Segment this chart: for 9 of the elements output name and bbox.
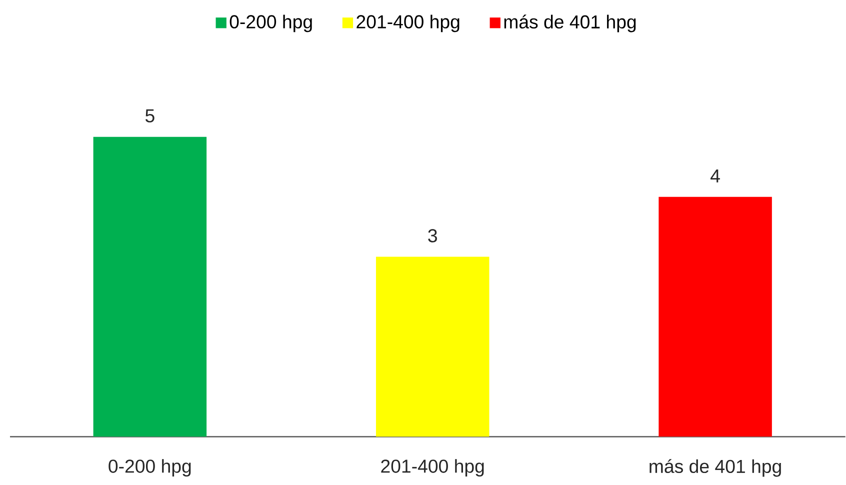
data-label: 3 — [428, 229, 437, 243]
x-tick-label: 0-200 hpg — [108, 459, 191, 477]
legend-label: más de 401 hpg — [504, 14, 636, 32]
x-tick-label: más de 401 hpg — [650, 459, 781, 477]
legend-label: 0-200 hpg — [230, 14, 312, 32]
x-tick-label: 201-400 hpg — [381, 459, 484, 477]
data-label: 5 — [145, 110, 154, 123]
legend-label: 201-400 hpg — [356, 14, 460, 32]
data-label: 4 — [710, 170, 720, 183]
